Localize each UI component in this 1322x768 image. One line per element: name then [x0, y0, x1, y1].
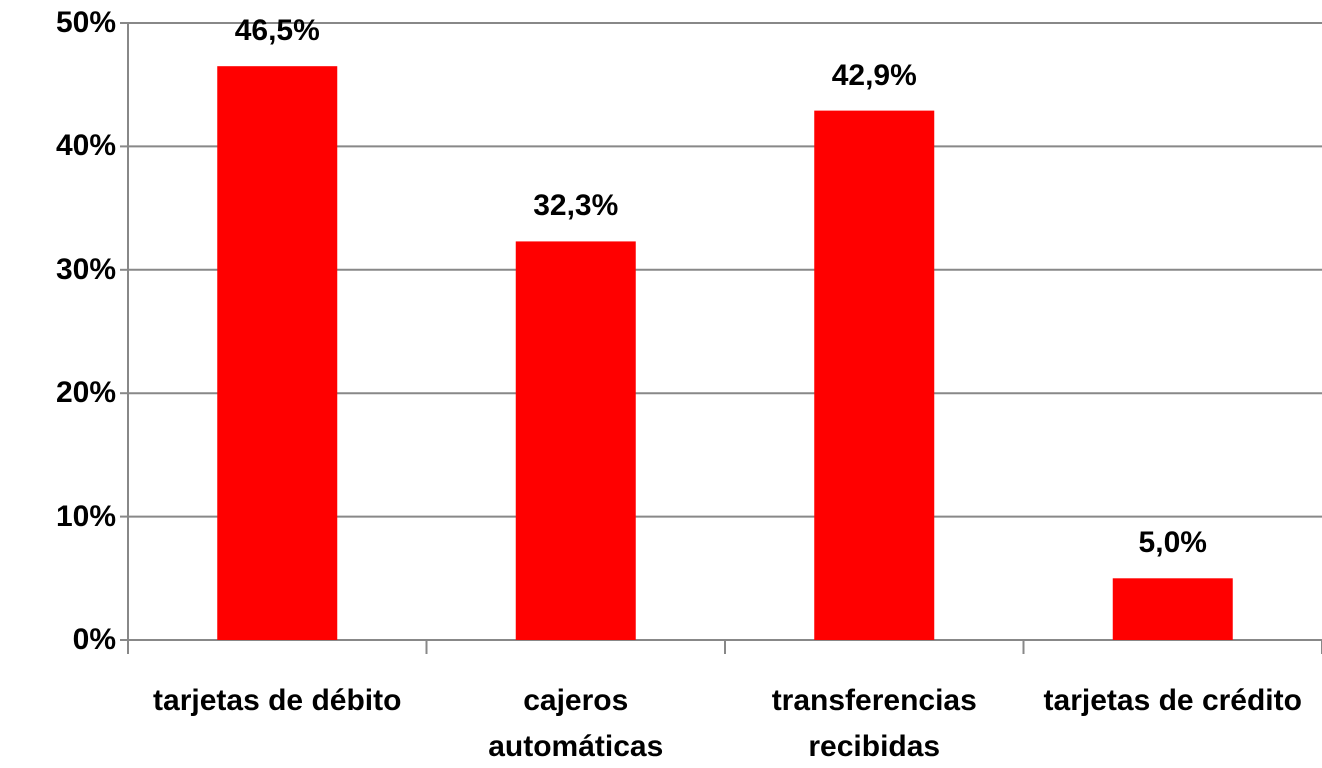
value-label: 5,0%: [1138, 526, 1207, 560]
bar: [515, 241, 636, 640]
x-tick-label: tarjetas de crédito: [1043, 684, 1302, 717]
value-label: 32,3%: [533, 189, 619, 223]
x-tick-label: cajeros automáticas: [488, 684, 664, 763]
value-label: 46,5%: [234, 14, 320, 48]
y-tick-label: 30%: [55, 252, 116, 286]
value-label: 42,9%: [831, 58, 917, 92]
bar: [814, 110, 935, 640]
bar: [1112, 578, 1233, 640]
x-tick-label: tarjetas de débito: [153, 684, 402, 717]
y-tick-label: 0%: [72, 623, 116, 656]
y-tick-label: 20%: [55, 376, 116, 410]
bar: [217, 66, 338, 640]
y-tick-label: 40%: [55, 129, 116, 163]
x-tick-label: transferencias recibidas: [771, 684, 977, 763]
y-tick-label: 50%: [55, 6, 116, 39]
y-tick-label: 10%: [55, 499, 116, 533]
